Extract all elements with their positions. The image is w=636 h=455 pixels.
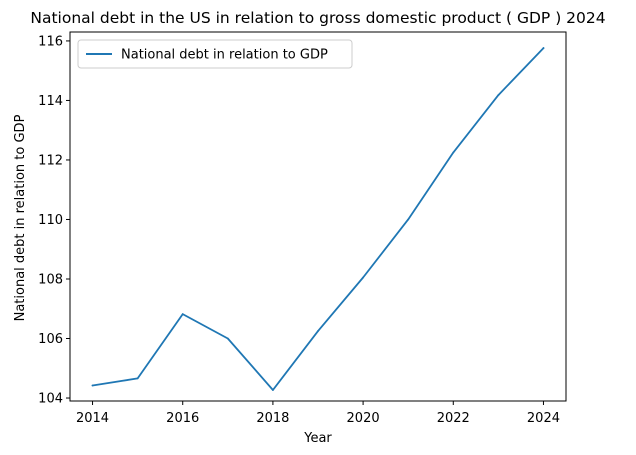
y-tick-label: 108 — [38, 272, 63, 287]
x-tick-label: 2018 — [256, 411, 289, 426]
data-point — [272, 389, 274, 391]
data-point — [542, 47, 545, 49]
y-tick-label: 110 — [38, 213, 63, 228]
y-axis-label: National debt in relation to GDP — [13, 114, 28, 321]
y-tick-label: 106 — [38, 332, 63, 347]
plot-area — [69, 31, 567, 402]
x-tick-label: 2020 — [347, 411, 380, 426]
y-tick-label: 116 — [38, 34, 63, 49]
data-point — [497, 94, 500, 96]
data-point — [136, 377, 139, 380]
series-line — [91, 47, 545, 391]
y-tick-label: 112 — [38, 153, 63, 168]
data-point — [91, 384, 94, 387]
x-axis-label: Year — [303, 431, 332, 446]
y-tick-label: 104 — [38, 392, 63, 407]
x-tick-label: 2024 — [527, 411, 560, 426]
x-tick-label: 2022 — [437, 411, 470, 426]
data-point — [181, 313, 184, 316]
legend-box — [77, 39, 353, 69]
x-axis: 2014 2016 2018 2020 2022 2024 — [76, 401, 560, 426]
legend-entry-label: National debt in relation to GDP — [121, 48, 328, 63]
plot-border — [69, 31, 567, 402]
data-point — [407, 218, 410, 221]
data-point — [226, 337, 229, 340]
x-tick-label: 2016 — [166, 411, 199, 426]
data-point — [362, 276, 364, 279]
data-point — [452, 151, 455, 154]
series-layer — [91, 47, 545, 391]
chart-title: National debt in the US in relation to g… — [30, 9, 605, 27]
y-tick-label: 114 — [38, 94, 63, 109]
x-tick-label: 2014 — [76, 411, 109, 426]
y-axis: 104 106 108 110 112 114 116 — [38, 34, 70, 407]
legend: National debt in relation to GDP — [77, 39, 353, 69]
data-point — [317, 330, 319, 332]
